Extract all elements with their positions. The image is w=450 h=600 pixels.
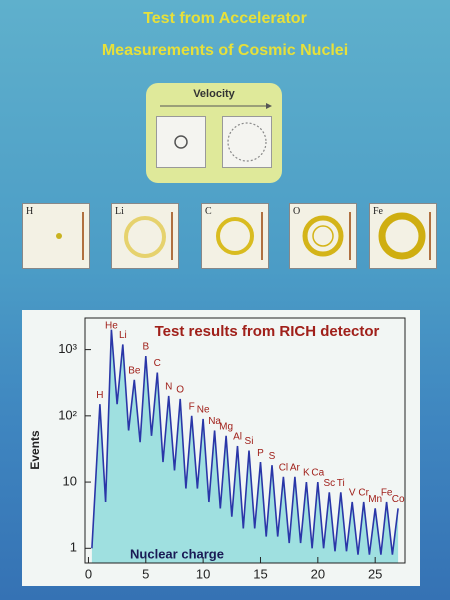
peak-label: Ne [197, 405, 210, 416]
peak-label: Cl [279, 462, 288, 473]
ring-panel: O [289, 203, 357, 269]
ring-label: Fe [373, 206, 383, 217]
peak-label: C [154, 358, 161, 369]
peak-label: Si [245, 436, 254, 447]
x-tick-label: 10 [196, 566, 210, 581]
peak-label: S [269, 451, 276, 462]
ring-image [156, 116, 206, 168]
line [91, 329, 399, 555]
chart: Test results from RICH detector Events 1… [28, 317, 406, 581]
ring-label: H [26, 206, 34, 217]
x-tick-label: 15 [253, 566, 267, 581]
ring-panel: C [201, 203, 269, 269]
peak-label: Li [119, 330, 127, 341]
peak-label: Fe [381, 488, 393, 499]
velocity-panel: Velocity [146, 83, 282, 183]
ring-label: C [205, 206, 212, 217]
poster-title: Test from Accelerator [143, 10, 307, 27]
y-axis-label: Events [28, 430, 42, 470]
chart-title: Test results from RICH detector [155, 323, 380, 340]
peak-label: Be [128, 365, 141, 376]
y-tick-label: 10² [58, 407, 77, 422]
velocity-arrow [160, 103, 272, 109]
peak-label: Mn [368, 494, 382, 505]
peak-label: He [105, 321, 118, 332]
y-tick-label: 10³ [58, 341, 77, 356]
peak-label: Ca [311, 468, 324, 479]
y-tick-label: 1 [70, 540, 77, 555]
poster-subtitle: Measurements of Cosmic Nuclei [101, 42, 349, 59]
peak-label: F [189, 401, 195, 412]
peak-label: B [142, 342, 149, 353]
velocity-label: Velocity [193, 88, 235, 100]
x-axis-label: Nuclear charge [130, 546, 224, 561]
peak-label: Sc [323, 478, 335, 489]
peak-label: Mg [219, 421, 233, 432]
peak-label: P [257, 448, 264, 459]
area [91, 329, 399, 563]
ring-label: Li [115, 206, 124, 217]
peak-label: Al [233, 432, 242, 443]
x-tick-label: 0 [85, 566, 92, 581]
chart-panel: Test results from RICH detector Events 1… [22, 310, 420, 586]
x-tick-label: 25 [368, 566, 382, 581]
peak-label: Cr [358, 488, 369, 499]
peak-label: O [176, 385, 184, 396]
x-tick-label: 20 [311, 566, 325, 581]
peak-label: H [96, 390, 103, 401]
peak-label: N [165, 382, 172, 393]
ring-panel: Fe [369, 203, 437, 269]
peak-label: Co [392, 494, 405, 505]
peak-label: Ti [337, 478, 345, 489]
peak-label: Ar [290, 462, 301, 473]
y-tick-label: 10 [63, 474, 77, 489]
peak-label: V [349, 488, 356, 499]
ring-image [222, 116, 272, 168]
ring-panel: Li [111, 203, 179, 269]
peak-label: K [303, 468, 310, 479]
peak-label: Na [208, 416, 221, 427]
x-tick-label: 5 [142, 566, 149, 581]
plot-frame [84, 317, 406, 564]
ring-panel: H [22, 203, 90, 269]
ring-label: O [293, 206, 301, 217]
